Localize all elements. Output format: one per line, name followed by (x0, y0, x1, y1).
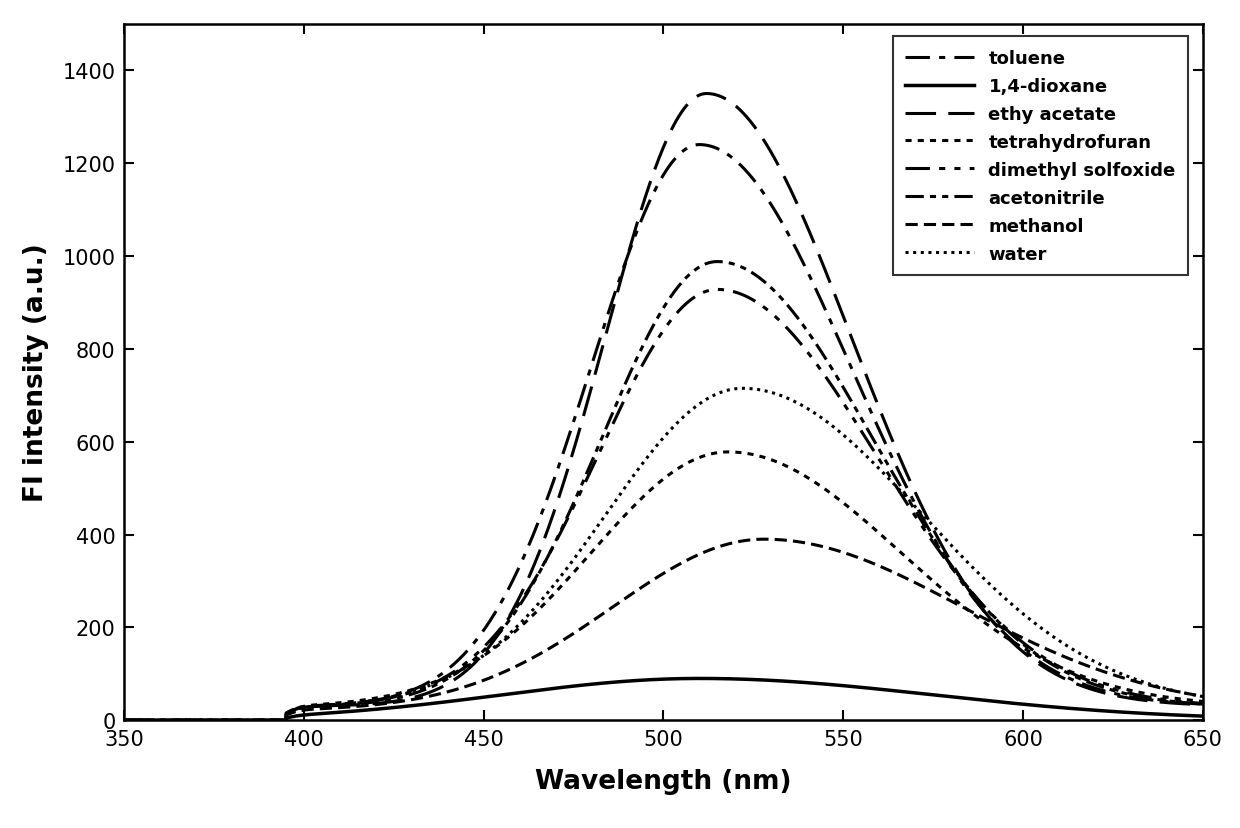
Legend: toluene, 1,4-dioxane, ethy acetate, tetrahydrofuran, dimethyl solfoxide, acetoni: toluene, 1,4-dioxane, ethy acetate, tetr… (893, 37, 1188, 276)
Y-axis label: FI intensity (a.u.): FI intensity (a.u.) (22, 243, 48, 502)
X-axis label: Wavelength (nm): Wavelength (nm) (536, 768, 791, 794)
